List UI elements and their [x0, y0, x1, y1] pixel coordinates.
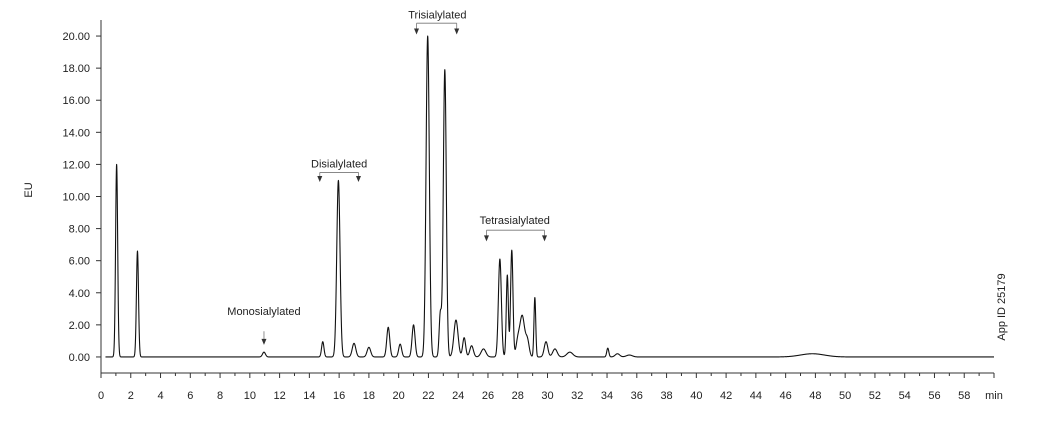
x-tick-label: 16	[333, 390, 345, 402]
y-axis-title: EU	[23, 182, 35, 197]
y-tick-label: 8.00	[69, 224, 90, 236]
x-tick-label: 4	[157, 390, 163, 402]
x-tick-label: 42	[720, 390, 732, 402]
y-tick-label: 16.00	[62, 95, 90, 107]
x-tick-label: 32	[571, 390, 583, 402]
trace-group	[105, 35, 995, 358]
x-tick-label: 22	[422, 390, 434, 402]
x-tick-label: 48	[809, 390, 821, 402]
annotation-label: Tetrasialylated	[480, 215, 550, 227]
x-tick-label: 56	[928, 390, 940, 402]
x-tick-label: 2	[128, 390, 134, 402]
arrow-head	[542, 235, 548, 242]
x-tick-label: 12	[273, 390, 285, 402]
x-tick-label: 30	[541, 390, 553, 402]
arrow-head	[414, 28, 420, 35]
annotation-group: Monosialylated	[227, 306, 301, 345]
y-tick-label: 18.00	[62, 63, 90, 75]
arrow-head	[483, 235, 489, 242]
annotation-group: Trisialylated	[408, 9, 467, 35]
x-tick-label: 24	[452, 390, 464, 402]
x-tick-label: 14	[303, 390, 315, 402]
annotations: Monosialylated Disialylated Trisialylated T…	[227, 9, 550, 345]
arrow-head	[355, 176, 361, 183]
x-tick-label: 34	[601, 390, 613, 402]
app-id-label: App ID 25179	[996, 273, 1008, 340]
y-tick-label: 12.00	[62, 159, 90, 171]
x-tick-label: 10	[244, 390, 256, 402]
y-tick-label: 10.00	[62, 192, 90, 204]
x-tick-label: 40	[690, 390, 702, 402]
x-tick-label: 58	[958, 390, 970, 402]
x-tick-label: 6	[187, 390, 193, 402]
arrow-head	[261, 338, 267, 345]
annotation-group: Disialylated	[311, 159, 367, 183]
x-tick-label: 20	[393, 390, 405, 402]
x-tick-label: 54	[899, 390, 911, 402]
y-tick-label: 4.00	[69, 288, 90, 300]
arrow-head	[454, 28, 460, 35]
annotation-label: Trisialylated	[408, 9, 466, 21]
x-tick-label: 46	[780, 390, 792, 402]
x-tick-label: 50	[839, 390, 851, 402]
x-tick-label: 44	[750, 390, 762, 402]
x-tick-label: 26	[482, 390, 494, 402]
arrow-head	[317, 176, 323, 183]
x-tick-label: 18	[363, 390, 375, 402]
y-tick-label: 6.00	[69, 256, 90, 268]
y-tick-label: 20.00	[62, 31, 90, 43]
x-axis-unit: min	[985, 390, 1003, 402]
x-tick-label: 52	[869, 390, 881, 402]
chromatogram-trace	[105, 35, 995, 358]
axes: 0.00 2.00 4.00 6.00 8.00 10.00 12.00 14.00 16.00…	[62, 20, 1003, 402]
annotation-label: Monosialylated	[227, 306, 300, 318]
x-tick-label: 36	[631, 390, 643, 402]
annotation-label: Disialylated	[311, 159, 367, 171]
x-tick-label: 38	[660, 390, 672, 402]
y-tick-label: 2.00	[69, 320, 90, 332]
x-tick-label: 8	[217, 390, 223, 402]
annotation-group: Tetrasialylated	[480, 215, 550, 242]
x-tick-label: 0	[98, 390, 104, 402]
x-tick-label: 28	[512, 390, 524, 402]
y-tick-label: 0.00	[69, 352, 90, 364]
y-tick-label: 14.00	[62, 127, 90, 139]
